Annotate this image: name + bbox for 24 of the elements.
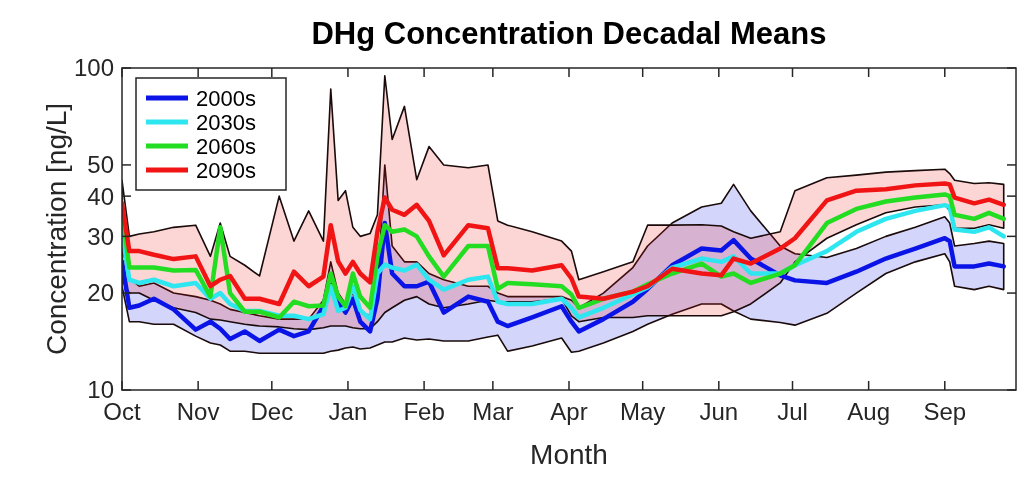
x-tick-label: Jun (699, 398, 739, 425)
x-tick-label: Aug (847, 398, 890, 425)
chart-title: DHg Concentration Decadal Means (311, 16, 827, 51)
x-tick-label: Jan (328, 398, 368, 425)
x-axis-title: Month (530, 439, 608, 470)
x-tick-label: May (620, 398, 666, 425)
y-tick-label: 100 (73, 54, 114, 82)
y-tick-label: 50 (87, 151, 114, 179)
x-tick-label: Dec (250, 398, 294, 425)
y-tick-label: 20 (87, 279, 114, 307)
line-series (122, 181, 1006, 307)
legend-label: 2060s (196, 133, 256, 159)
legend-label: 2000s (196, 85, 256, 111)
legend-label: 2090s (196, 157, 256, 183)
x-tick-label: Feb (403, 398, 445, 425)
legend-label: 2030s (196, 109, 256, 135)
y-tick-label: 40 (87, 182, 114, 210)
y-axis-title: Concentration [ng/L] (41, 102, 72, 356)
y-tick-label: 30 (87, 222, 114, 250)
x-tick-label: Apr (550, 398, 588, 425)
x-tick-label: Mar (472, 398, 514, 425)
x-tick-label: Jul (777, 398, 808, 425)
x-tick-label: Nov (176, 398, 220, 425)
x-tick-label: Sep (923, 398, 967, 425)
